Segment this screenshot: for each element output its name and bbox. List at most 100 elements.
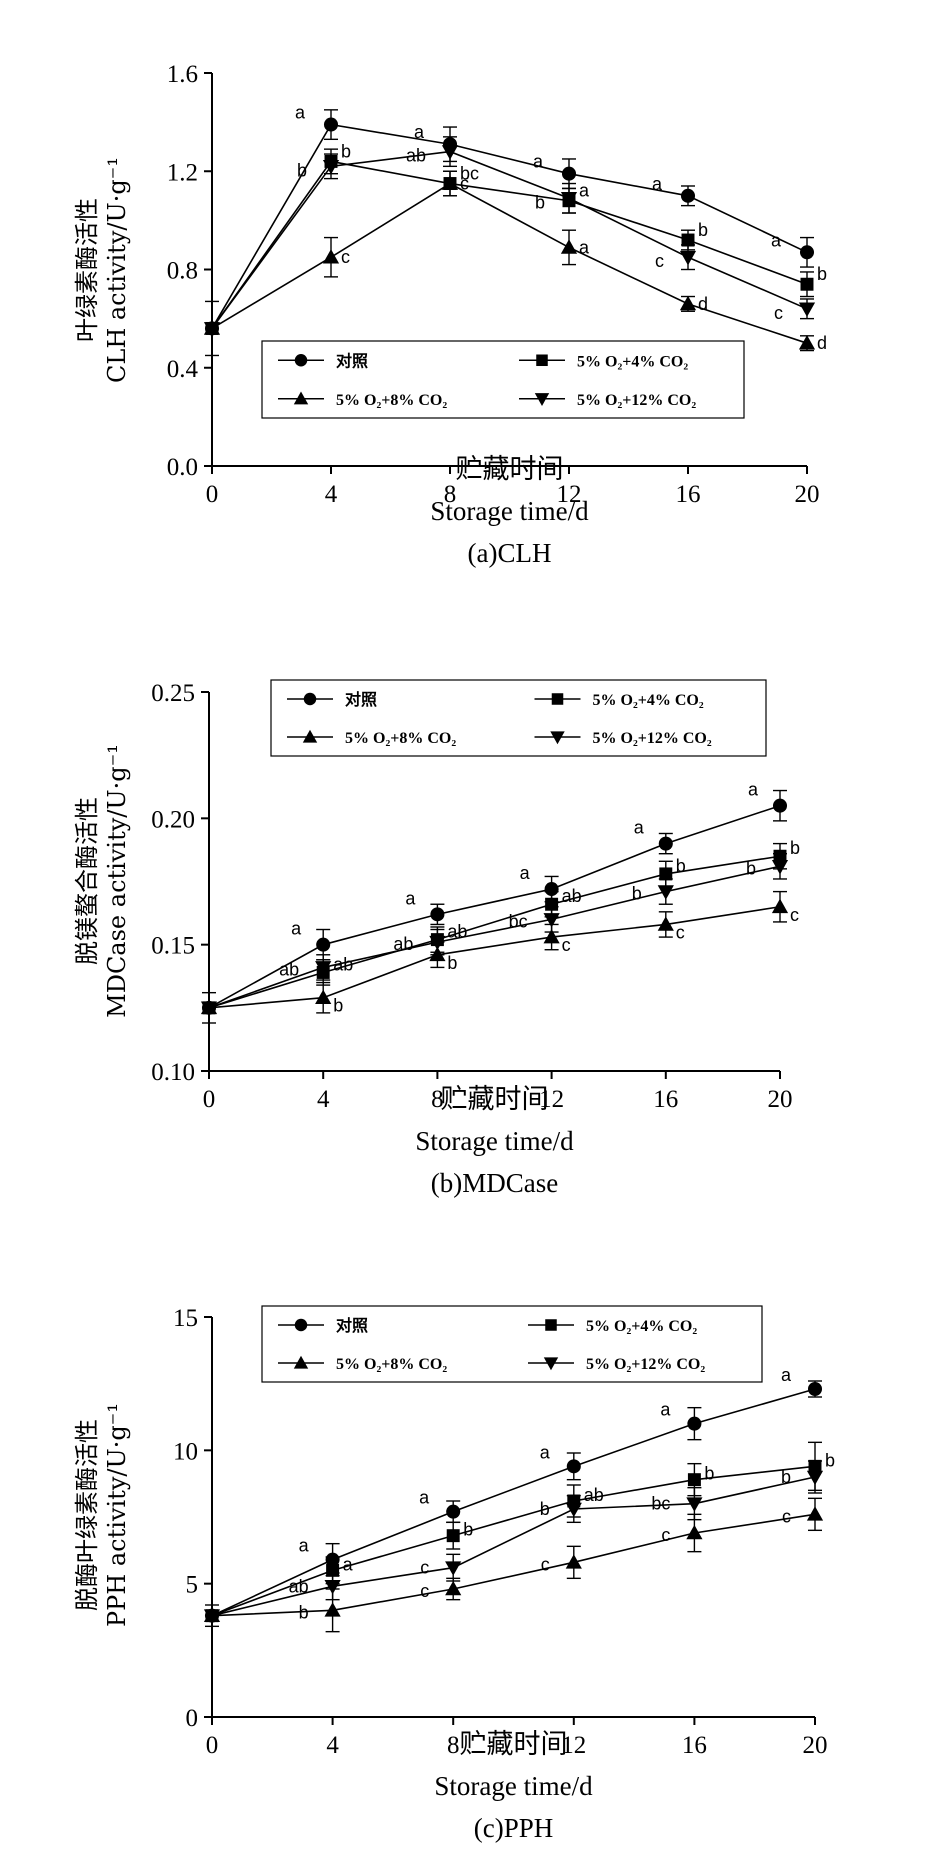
y-tick-label: 0.4 bbox=[167, 356, 199, 383]
data-point-3 bbox=[200, 1001, 218, 1016]
x-axis-title-cn: 贮藏时间 bbox=[460, 1729, 568, 1760]
significance-letter: b bbox=[825, 1450, 835, 1470]
data-point-0 bbox=[687, 1416, 702, 1431]
data-point-3 bbox=[543, 913, 560, 928]
significance-letter: a bbox=[748, 780, 759, 800]
data-point-2 bbox=[324, 1602, 341, 1617]
significance-letter: bc bbox=[651, 1494, 670, 1514]
significance-letter: b bbox=[297, 160, 307, 180]
legend-marker bbox=[303, 692, 317, 706]
data-point-2 bbox=[543, 928, 560, 944]
significance-letter: b bbox=[781, 1467, 791, 1487]
x-tick-label: 16 bbox=[682, 1732, 707, 1759]
x-axis-title-cn: 贮藏时间 bbox=[456, 454, 564, 485]
series-line-3 bbox=[211, 150, 808, 329]
data-point-3 bbox=[686, 1497, 703, 1512]
data-point-2 bbox=[686, 1524, 703, 1540]
data-point-0 bbox=[316, 937, 331, 952]
data-point-0 bbox=[323, 117, 339, 132]
panel-clh: 0.0 0.4 0.8 1.2 1.6 0 4 8 12 16 20 贮藏时间 Storage time… bbox=[73, 61, 827, 568]
x-tick-label: 20 bbox=[795, 481, 820, 508]
significance-letter: b bbox=[341, 141, 351, 161]
legend-box bbox=[261, 1305, 763, 1383]
significance-letter: b bbox=[333, 996, 343, 1016]
significance-letter: b bbox=[632, 884, 642, 904]
y-axis-title-cn: 脱酶叶绿素酶活性 bbox=[73, 1419, 101, 1611]
significance-letter: a bbox=[579, 237, 590, 257]
significance-letter: b bbox=[746, 858, 756, 878]
significance-letter: b bbox=[790, 838, 800, 858]
series-line-3 bbox=[211, 1476, 816, 1617]
significance-letter: b bbox=[704, 1464, 714, 1484]
data-point-1 bbox=[659, 867, 673, 881]
data-point-3 bbox=[441, 145, 459, 160]
y-tick-label: 1.2 bbox=[167, 159, 198, 186]
legend-label: 对照 bbox=[336, 351, 368, 370]
significance-letter: a bbox=[781, 1365, 792, 1385]
y-tick-label: 0.0 bbox=[167, 454, 198, 481]
legend-marker bbox=[302, 729, 318, 743]
x-tick-label: 8 bbox=[447, 1732, 460, 1759]
data-point-3 bbox=[324, 1580, 341, 1595]
legend-label: 5% O₂+8% CO₂ bbox=[336, 392, 447, 409]
significance-letter: a bbox=[405, 888, 416, 908]
legend-label: 5% O₂+8% CO₂ bbox=[336, 1356, 447, 1373]
data-point-1 bbox=[687, 1473, 701, 1487]
data-point-2 bbox=[798, 335, 816, 350]
x-tick-label: 4 bbox=[325, 481, 338, 508]
legend-marker bbox=[534, 393, 550, 406]
significance-letter: c bbox=[661, 1525, 670, 1545]
significance-letter: ab bbox=[289, 1576, 309, 1596]
data-point-3 bbox=[322, 160, 340, 175]
x-tick-label: 12 bbox=[557, 481, 582, 508]
legend-label: 5% O₂+4% CO₂ bbox=[593, 692, 704, 709]
data-point-1 bbox=[446, 1529, 460, 1543]
significance-letter: b bbox=[447, 953, 457, 973]
x-tick-label: 12 bbox=[561, 1732, 586, 1759]
data-point-0 bbox=[680, 188, 696, 203]
significance-letter: ab bbox=[584, 1485, 604, 1505]
significance-letter: c bbox=[782, 1506, 791, 1526]
significance-letter: c bbox=[774, 303, 783, 323]
data-point-3 bbox=[771, 860, 789, 875]
significance-letter: b bbox=[535, 192, 545, 212]
data-point-0 bbox=[807, 1381, 823, 1397]
data-point-0 bbox=[772, 798, 788, 813]
x-tick-label: 20 bbox=[803, 1732, 828, 1759]
x-tick-label: 0 bbox=[203, 1086, 216, 1113]
significance-letter: bc bbox=[460, 164, 479, 184]
significance-letter: a bbox=[295, 103, 306, 123]
data-point-1 bbox=[545, 897, 559, 911]
data-point-3 bbox=[565, 1502, 582, 1518]
significance-letter: c bbox=[655, 251, 664, 271]
significance-letter: a bbox=[660, 1400, 671, 1420]
significance-letter: bc bbox=[509, 911, 528, 931]
x-tick-label: 12 bbox=[539, 1086, 564, 1113]
y-axis-title-en: CLH activity/U·g⁻¹ bbox=[103, 157, 131, 383]
significance-letter: a bbox=[540, 1442, 551, 1462]
x-tick-label: 0 bbox=[206, 481, 219, 508]
data-point-2 bbox=[657, 916, 674, 931]
data-point-1 bbox=[800, 277, 814, 291]
data-point-3 bbox=[798, 302, 816, 317]
x-tick-label: 8 bbox=[431, 1086, 444, 1113]
data-point-2 bbox=[315, 989, 332, 1005]
legend-marker bbox=[294, 1318, 308, 1332]
significance-letter: a bbox=[520, 863, 531, 883]
series-line-0 bbox=[211, 123, 808, 329]
data-point-2 bbox=[771, 898, 789, 914]
data-point-3 bbox=[560, 191, 578, 207]
significance-letter: b bbox=[463, 1520, 473, 1540]
legend-label: 5% O₂+8% CO₂ bbox=[345, 730, 456, 747]
y-tick-label: 0.10 bbox=[151, 1059, 195, 1086]
y-tick-label: 0 bbox=[186, 1705, 199, 1732]
data-point-3 bbox=[679, 250, 697, 266]
significance-letter: ab bbox=[333, 954, 353, 974]
legend-label: 5% O₂+4% CO₂ bbox=[586, 1318, 697, 1335]
legend-marker bbox=[293, 391, 309, 405]
x-axis-title-cn: 贮藏时间 bbox=[441, 1084, 549, 1115]
panel-mdcase: 0.10 0.15 0.20 0.25 0 4 8 12 16 20 贮藏时间 Storage tim… bbox=[73, 679, 800, 1198]
significance-letter: b bbox=[817, 264, 827, 284]
y-tick-label: 15 bbox=[173, 1305, 198, 1332]
